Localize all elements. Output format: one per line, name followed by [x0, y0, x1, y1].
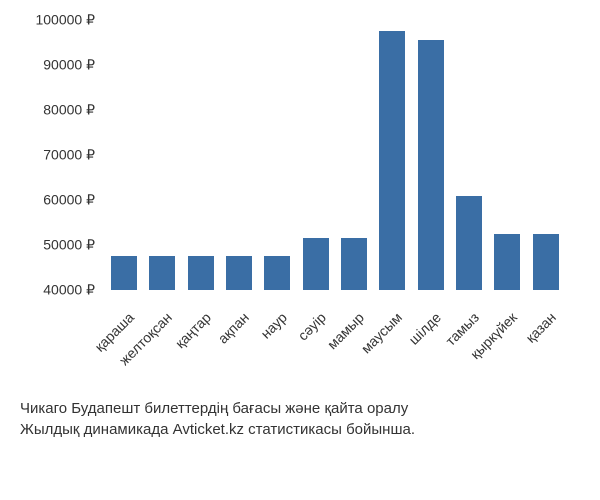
y-axis: 40000 ₽50000 ₽60000 ₽70000 ₽80000 ₽90000… [20, 20, 100, 290]
x-label: наур [266, 301, 284, 319]
x-label: қыркүйек [496, 301, 514, 319]
y-tick: 40000 ₽ [43, 282, 95, 299]
bar [111, 256, 137, 290]
x-label: маусым [381, 301, 399, 319]
x-label: тамыз [458, 301, 476, 319]
y-tick: 90000 ₽ [43, 57, 95, 74]
bar [533, 234, 559, 290]
x-label: сәуір [305, 301, 323, 319]
x-label: мамыр [343, 301, 361, 319]
bar [341, 238, 367, 290]
x-label: ақпан [228, 301, 246, 319]
y-tick: 80000 ₽ [43, 102, 95, 119]
bar [188, 256, 214, 290]
x-label: шілде [420, 301, 438, 319]
x-label: қазан [535, 301, 553, 319]
y-tick: 70000 ₽ [43, 147, 95, 164]
x-label: желтоқсан [151, 301, 169, 319]
bar [456, 196, 482, 291]
bar [226, 256, 252, 290]
bars-container [105, 20, 565, 290]
bar [494, 234, 520, 290]
y-tick: 60000 ₽ [43, 192, 95, 209]
bar [264, 256, 290, 290]
plot-area [105, 20, 565, 290]
x-axis: қараша желтоқсан қаңтар ақпан наур сәуір мамыр… [105, 295, 565, 390]
bar [418, 40, 444, 290]
x-label: қараша [113, 301, 131, 319]
caption-line-2: Жылдық динамикада Avticket.kz статистика… [20, 419, 580, 440]
price-chart: 40000 ₽ 50000 ₽ 60000 ₽ 70000 ₽ 80000 ₽ 90000… [20, 10, 580, 390]
y-tick: 50000 ₽ [43, 237, 95, 254]
caption-line-1: Чикаго Будапешт билеттердің бағасы және … [20, 398, 580, 419]
chart-caption: Чикаго Будапешт билеттердің бағасы және … [20, 398, 580, 440]
bar [379, 31, 405, 290]
bar [303, 238, 329, 290]
bar [149, 256, 175, 290]
y-tick: 100000 ₽ [35, 12, 95, 29]
x-label: қаңтар [190, 301, 208, 319]
